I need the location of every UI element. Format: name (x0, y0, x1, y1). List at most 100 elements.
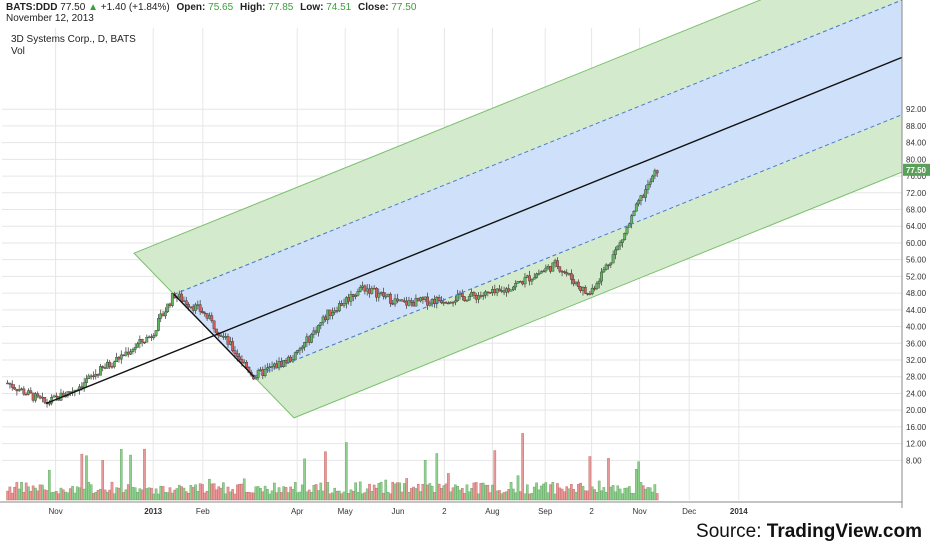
price-chart[interactable]: 8.00 12.00 16.00 20.00 24.00 28.00 32.00 36.00 4… (0, 0, 932, 520)
candle-body (219, 335, 223, 337)
candle-body (319, 322, 323, 326)
y-tick-label: 64.00 (906, 222, 927, 231)
volume-bar (268, 493, 272, 501)
volume-bar (419, 491, 422, 501)
candle-body (449, 301, 453, 304)
volume-bar (203, 492, 207, 501)
last-price: 77.50 (60, 2, 86, 13)
volume-bar (423, 459, 427, 501)
candle-body (558, 266, 562, 272)
volume-bar (184, 491, 188, 501)
volume-bar (94, 491, 98, 501)
volume-bar (273, 482, 276, 501)
candle-body (553, 260, 557, 264)
volume-bar (73, 492, 77, 501)
x-tick-label: Jun (392, 507, 405, 516)
volume-bar (546, 492, 550, 501)
candle-body (595, 283, 599, 289)
volume-bar (129, 454, 132, 501)
candle-body (430, 299, 434, 304)
candle-body (505, 288, 508, 293)
volume-bar (333, 487, 337, 501)
candle-body (637, 200, 641, 205)
volume-bar (182, 487, 186, 501)
candle-body (131, 349, 135, 352)
volume-bar (403, 483, 406, 501)
candle-body (117, 356, 121, 360)
volume-bar (523, 493, 527, 501)
volume-bar (560, 488, 564, 501)
volume-bar (122, 492, 125, 501)
candle-body (444, 302, 448, 304)
volume-bar (24, 482, 28, 501)
candle-body (386, 293, 390, 297)
candle-body (140, 339, 144, 343)
y-tick-label: 16.00 (906, 423, 927, 432)
candle-body (170, 293, 174, 306)
last-price-badge (903, 163, 930, 176)
volume-bar (433, 492, 436, 501)
candle-body (238, 356, 241, 360)
volume-bar (477, 493, 480, 501)
volume-bar (570, 484, 573, 501)
candle-body (312, 330, 316, 335)
volume-bar (205, 490, 209, 501)
y-tick-label: 32.00 (906, 356, 927, 365)
volume-bar (579, 482, 582, 501)
volume-bar (287, 492, 290, 501)
candle-body (184, 300, 188, 305)
candle-body (395, 298, 399, 302)
volume-bar (101, 460, 105, 501)
candle-body (159, 313, 163, 319)
candle-body (194, 304, 197, 311)
volume-bar (574, 491, 578, 501)
candle-body (124, 351, 128, 356)
volume-bar (361, 493, 364, 501)
y-tick-label: 52.00 (906, 272, 927, 281)
candle-body (630, 215, 634, 224)
candle-body (38, 395, 42, 399)
candle-body (416, 298, 420, 302)
volume-bar (454, 484, 457, 501)
volume-bar (516, 475, 520, 501)
volume-bar (75, 486, 79, 501)
candle-body (593, 287, 596, 290)
candle-body (300, 346, 304, 350)
volume-bar (463, 493, 466, 501)
volume-bar (85, 455, 88, 501)
candle-body (20, 388, 23, 391)
candle-body (460, 292, 464, 297)
pitchfork-handle (173, 293, 255, 378)
candle-body (453, 300, 457, 303)
volume-bar (514, 492, 517, 501)
x-tick-label: Nov (48, 507, 62, 516)
volume-bar (509, 482, 513, 501)
candle-body (495, 288, 499, 294)
volume-bar (602, 487, 606, 501)
candle-body (511, 286, 515, 290)
source-credit: Source: TradingView.com (696, 521, 922, 543)
candle-body (398, 299, 402, 302)
candle-body (474, 294, 478, 300)
candle-body (133, 347, 137, 350)
candle-body (479, 295, 483, 297)
candle-body (303, 342, 306, 348)
candle-body (530, 279, 534, 282)
volume-bar (277, 487, 281, 501)
candle-body (518, 281, 522, 283)
candle-body (17, 389, 21, 392)
volume-bar (263, 485, 267, 501)
volume-bar (356, 492, 360, 501)
volume-bar (625, 487, 629, 501)
volume-bar (391, 482, 395, 501)
candle-body (289, 356, 293, 362)
candle-body (616, 245, 620, 251)
volume-bar (68, 488, 72, 501)
volume-bar (36, 490, 40, 501)
volume-bar (298, 491, 302, 501)
volume-bar (519, 491, 522, 501)
candle-body (641, 195, 645, 198)
volume-bar (412, 486, 415, 501)
volume-bar (648, 487, 652, 501)
volume-bar (386, 491, 390, 501)
